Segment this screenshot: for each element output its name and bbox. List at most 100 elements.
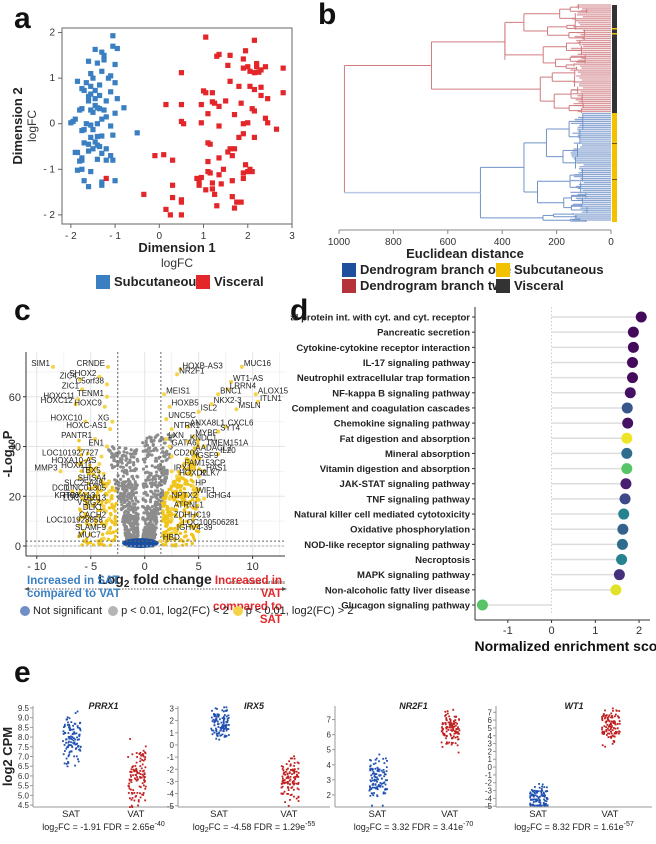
point-yellow xyxy=(183,498,187,502)
data-point-visceral xyxy=(218,181,224,187)
data-point-sat xyxy=(533,794,536,797)
point-yellow xyxy=(78,476,82,480)
point-grey xyxy=(152,492,156,496)
y-tick-label: 5 xyxy=(488,724,493,733)
y-tick-label: 5.5 xyxy=(18,782,30,791)
point-grey xyxy=(128,522,132,526)
data-point-sat xyxy=(368,788,371,791)
point-grey xyxy=(154,459,159,463)
point-grey xyxy=(129,482,133,487)
data-point-sat xyxy=(371,769,374,772)
data-point-vat xyxy=(144,752,147,755)
gene-label: LXN xyxy=(168,431,184,440)
x-tick-label: 400 xyxy=(494,237,511,248)
gene-label: ITLN1 xyxy=(260,394,282,403)
data-point-vat xyxy=(451,729,453,732)
lollipop-dot xyxy=(627,372,638,384)
x-axis-title: Euclidean distance xyxy=(406,246,524,260)
data-point-sat xyxy=(226,709,228,712)
point-grey xyxy=(161,459,165,464)
gene-label: TENM1 xyxy=(77,389,105,398)
data-point-vat xyxy=(616,727,619,730)
point-yellow xyxy=(111,530,115,534)
point-grey xyxy=(143,460,147,464)
gene-point xyxy=(234,407,239,412)
enrichment-lollipop-plot: Viral protein int. with cyt. and cyt. re… xyxy=(290,307,656,654)
point-yellow xyxy=(167,535,171,540)
data-point-vat xyxy=(143,781,146,783)
point-yellow xyxy=(182,514,187,518)
data-point-vat xyxy=(131,792,134,795)
data-point-sat xyxy=(63,731,66,734)
data-point-sat xyxy=(68,736,71,739)
legend-dot-sig-large xyxy=(232,606,243,616)
y-tick-label: -1 xyxy=(167,753,175,762)
x-tick-label: 0 xyxy=(142,561,148,573)
data-point-vat xyxy=(296,761,299,764)
data-point-sat xyxy=(384,757,387,760)
data-point-visceral xyxy=(198,174,204,181)
gene-label: MMP3 xyxy=(34,463,58,472)
point-yellow xyxy=(85,505,89,510)
y-tick-label: 0 xyxy=(488,763,493,772)
point-yellow xyxy=(113,509,117,513)
data-point-sat xyxy=(376,780,378,783)
point-grey xyxy=(141,441,145,445)
gene-point xyxy=(93,466,98,471)
data-point-vat xyxy=(442,733,445,736)
data-point-sat xyxy=(76,725,79,727)
data-point-vat xyxy=(139,786,142,789)
y-tick-label: 2 xyxy=(327,791,332,800)
data-point-vat xyxy=(440,730,443,733)
point-grey xyxy=(123,468,127,473)
data-point-sat xyxy=(539,804,542,806)
data-point-sat xyxy=(224,724,227,727)
point-yellow xyxy=(98,508,103,513)
point-yellow xyxy=(191,505,195,510)
point-grey xyxy=(149,518,153,522)
point-grey xyxy=(144,508,149,512)
data-point-sat xyxy=(383,771,385,774)
data-point-sat xyxy=(369,765,372,768)
point-grey xyxy=(150,477,155,482)
data-point-vat xyxy=(449,723,452,726)
data-point-vat xyxy=(293,764,295,767)
point-yellow xyxy=(77,438,81,443)
data-point-sat xyxy=(79,721,82,724)
gene-point xyxy=(110,419,115,424)
data-point-visceral xyxy=(236,134,242,140)
data-point-sat xyxy=(370,759,372,762)
data-point-vat xyxy=(295,770,298,773)
data-point-sat xyxy=(68,751,71,754)
data-point-sat xyxy=(533,804,536,807)
gene-label: FAM153CP xyxy=(184,458,225,467)
point-grey xyxy=(141,467,146,471)
data-point-sat xyxy=(384,773,387,776)
gene-label: HOXB-AS3 xyxy=(182,361,223,370)
data-point-vat xyxy=(128,787,131,790)
point-grey xyxy=(118,497,123,501)
gene-label: ZDHHC19 xyxy=(174,511,211,520)
data-point-subcutaneous xyxy=(112,178,118,184)
data-point-sat xyxy=(215,733,218,735)
data-point-sat xyxy=(211,720,214,723)
data-point-sat xyxy=(75,747,78,749)
point-yellow xyxy=(161,533,165,537)
data-point-vat xyxy=(294,775,297,778)
panel-letter-c: c xyxy=(14,294,31,327)
point-grey xyxy=(121,483,125,487)
data-point-subcutaneous xyxy=(101,57,107,63)
point-grey xyxy=(141,532,146,536)
point-grey xyxy=(136,515,140,519)
data-point-vat xyxy=(139,757,142,760)
data-point-vat xyxy=(451,741,453,744)
point-grey xyxy=(158,468,162,472)
x-tick-label: 0 xyxy=(549,625,555,637)
data-point-sat xyxy=(376,788,379,791)
data-point-vat xyxy=(606,723,609,726)
gene-point xyxy=(223,424,228,429)
data-point-sat xyxy=(71,738,73,741)
point-yellow xyxy=(163,520,167,524)
y-axis-title: log2 CPM xyxy=(0,727,15,786)
data-point-visceral xyxy=(231,205,238,211)
